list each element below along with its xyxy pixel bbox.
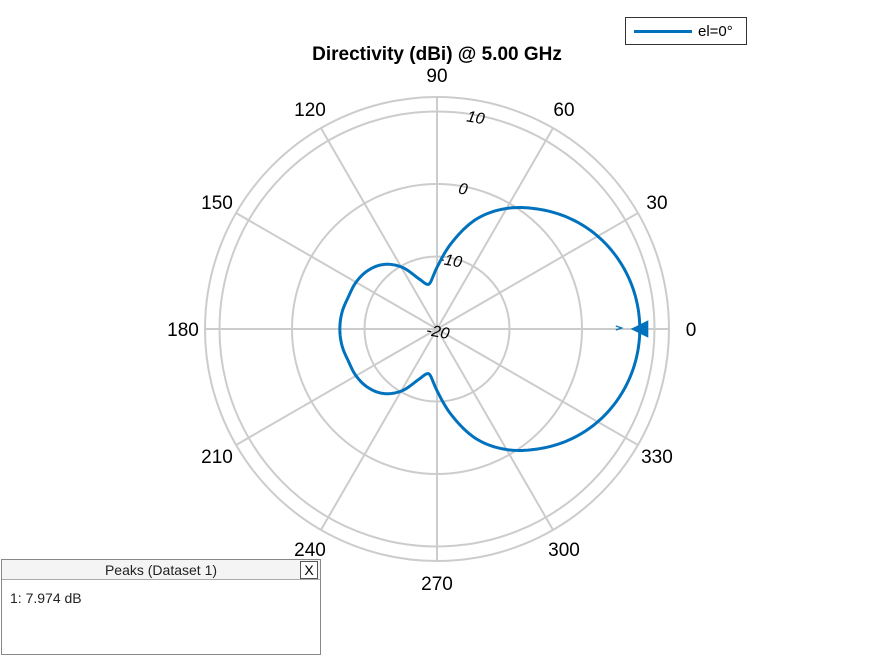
radial-tick-label-2: 0 — [457, 181, 469, 199]
angle-tick-label-0: 0 — [686, 320, 697, 341]
legend-line-swatch — [634, 30, 692, 33]
angle-tick-label-330: 330 — [641, 447, 673, 468]
angle-tick-label-240: 240 — [294, 540, 326, 561]
angle-tick-label-60: 60 — [553, 100, 574, 121]
grid-spoke-60 — [436, 127, 554, 330]
chart-title: Directivity (dBi) @ 5.00 GHz — [312, 44, 562, 65]
series-group — [338, 206, 649, 452]
legend-entry-label: el=0° — [698, 23, 733, 40]
angle-tick-label-300: 300 — [548, 540, 580, 561]
grid-spoke-30 — [436, 212, 639, 330]
peaks-panel-header: Peaks (Dataset 1) X — [2, 560, 320, 580]
angle-tick-label-210: 210 — [201, 447, 233, 468]
angle-tick-label-90: 90 — [426, 66, 447, 87]
angle-tick-label-270: 270 — [421, 574, 453, 595]
series-line-0 — [338, 206, 642, 452]
peaks-panel-title: Peaks (Dataset 1) — [104, 562, 218, 578]
radial-tick-label-0: -20 — [425, 322, 451, 343]
grid-spoke-300 — [436, 328, 554, 531]
peak-entry: 1: 7.974 dB — [10, 590, 82, 606]
peaks-panel: Peaks (Dataset 1) X 1: 7.974 dB — [1, 559, 321, 655]
peak-index-mark — [615, 325, 624, 331]
grid-spoke-330 — [436, 328, 639, 446]
angle-tick-label-180: 180 — [167, 320, 199, 341]
grid-spoke-150 — [235, 212, 438, 330]
radial-tick-label-3: 10 — [465, 108, 486, 128]
grid-spoke-240 — [320, 328, 438, 531]
angle-tick-labels: 0 30 60 90 120 150 180 210 240 270 300 330 — [167, 66, 696, 595]
grid-spoke-210 — [235, 328, 438, 446]
angle-tick-label-150: 150 — [201, 193, 233, 214]
legend[interactable]: el=0° — [625, 17, 747, 45]
polar-grid — [204, 96, 670, 562]
angle-tick-label-120: 120 — [294, 100, 326, 121]
grid-spoke-120 — [320, 127, 438, 330]
peak-marker — [630, 320, 649, 338]
close-icon[interactable]: X — [300, 561, 318, 579]
angle-tick-label-30: 30 — [646, 193, 667, 214]
